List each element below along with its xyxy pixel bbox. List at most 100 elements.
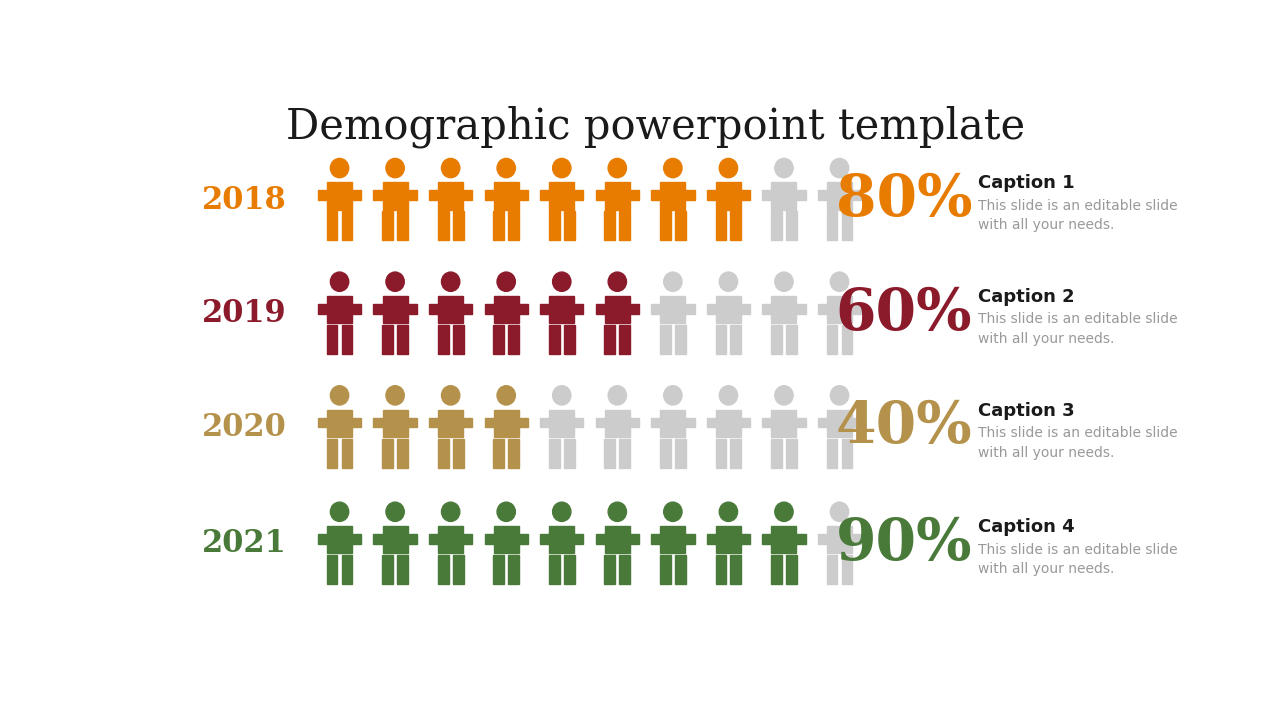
FancyBboxPatch shape (685, 304, 695, 314)
FancyBboxPatch shape (827, 325, 837, 354)
Ellipse shape (497, 272, 516, 292)
FancyBboxPatch shape (763, 190, 772, 200)
FancyBboxPatch shape (731, 555, 741, 584)
Ellipse shape (608, 158, 626, 178)
FancyBboxPatch shape (675, 211, 686, 240)
Ellipse shape (719, 158, 737, 178)
Text: Caption 4: Caption 4 (978, 518, 1075, 536)
FancyBboxPatch shape (383, 296, 407, 323)
FancyBboxPatch shape (328, 410, 352, 437)
FancyBboxPatch shape (549, 438, 559, 467)
FancyBboxPatch shape (485, 304, 494, 314)
FancyBboxPatch shape (786, 438, 797, 467)
FancyBboxPatch shape (549, 526, 575, 554)
FancyBboxPatch shape (604, 211, 616, 240)
Ellipse shape (387, 502, 404, 521)
FancyBboxPatch shape (771, 555, 782, 584)
FancyBboxPatch shape (453, 325, 463, 354)
FancyBboxPatch shape (685, 418, 695, 428)
FancyBboxPatch shape (438, 526, 463, 554)
FancyBboxPatch shape (716, 526, 741, 554)
FancyBboxPatch shape (564, 438, 575, 467)
FancyBboxPatch shape (493, 325, 504, 354)
FancyBboxPatch shape (772, 410, 796, 437)
FancyBboxPatch shape (438, 325, 448, 354)
FancyBboxPatch shape (549, 555, 559, 584)
Ellipse shape (330, 158, 348, 178)
FancyBboxPatch shape (741, 534, 750, 544)
Ellipse shape (553, 272, 571, 292)
FancyBboxPatch shape (429, 418, 438, 428)
Ellipse shape (387, 272, 404, 292)
FancyBboxPatch shape (771, 438, 782, 467)
Ellipse shape (330, 272, 348, 292)
FancyBboxPatch shape (796, 534, 805, 544)
FancyBboxPatch shape (549, 296, 575, 323)
FancyBboxPatch shape (540, 418, 549, 428)
FancyBboxPatch shape (328, 526, 352, 554)
FancyBboxPatch shape (438, 555, 448, 584)
FancyBboxPatch shape (575, 304, 584, 314)
FancyBboxPatch shape (508, 555, 520, 584)
FancyBboxPatch shape (818, 534, 827, 544)
FancyBboxPatch shape (818, 304, 827, 314)
FancyBboxPatch shape (438, 410, 463, 437)
FancyBboxPatch shape (827, 296, 852, 323)
FancyBboxPatch shape (630, 304, 639, 314)
FancyBboxPatch shape (716, 555, 726, 584)
FancyBboxPatch shape (518, 534, 527, 544)
Ellipse shape (608, 502, 626, 521)
FancyBboxPatch shape (716, 296, 741, 323)
FancyBboxPatch shape (407, 190, 417, 200)
FancyBboxPatch shape (383, 438, 393, 467)
Text: This slide is an editable slide
with all your needs.: This slide is an editable slide with all… (978, 312, 1178, 346)
FancyBboxPatch shape (605, 296, 630, 323)
FancyBboxPatch shape (352, 534, 361, 544)
Text: 90%: 90% (836, 516, 973, 572)
FancyBboxPatch shape (716, 410, 741, 437)
FancyBboxPatch shape (494, 526, 518, 554)
FancyBboxPatch shape (383, 555, 393, 584)
FancyBboxPatch shape (397, 211, 408, 240)
FancyBboxPatch shape (326, 555, 338, 584)
Ellipse shape (719, 272, 737, 292)
Text: This slide is an editable slide
with all your needs.: This slide is an editable slide with all… (978, 199, 1178, 233)
FancyBboxPatch shape (731, 325, 741, 354)
FancyBboxPatch shape (540, 190, 549, 200)
FancyBboxPatch shape (818, 190, 827, 200)
FancyBboxPatch shape (786, 211, 797, 240)
FancyBboxPatch shape (549, 410, 575, 437)
Ellipse shape (664, 386, 682, 405)
FancyBboxPatch shape (685, 534, 695, 544)
FancyBboxPatch shape (685, 190, 695, 200)
Ellipse shape (774, 502, 794, 521)
FancyBboxPatch shape (342, 325, 352, 354)
FancyBboxPatch shape (352, 304, 361, 314)
FancyBboxPatch shape (796, 418, 805, 428)
FancyBboxPatch shape (493, 211, 504, 240)
FancyBboxPatch shape (771, 211, 782, 240)
FancyBboxPatch shape (564, 211, 575, 240)
FancyBboxPatch shape (660, 325, 671, 354)
FancyBboxPatch shape (716, 182, 741, 210)
FancyBboxPatch shape (771, 325, 782, 354)
FancyBboxPatch shape (605, 182, 630, 210)
FancyBboxPatch shape (549, 325, 559, 354)
FancyBboxPatch shape (842, 438, 852, 467)
Ellipse shape (442, 502, 460, 521)
FancyBboxPatch shape (383, 182, 407, 210)
FancyBboxPatch shape (852, 190, 861, 200)
FancyBboxPatch shape (575, 418, 584, 428)
Text: Caption 1: Caption 1 (978, 174, 1075, 192)
FancyBboxPatch shape (575, 190, 584, 200)
FancyBboxPatch shape (429, 534, 438, 544)
FancyBboxPatch shape (494, 182, 518, 210)
FancyBboxPatch shape (595, 304, 605, 314)
FancyBboxPatch shape (342, 438, 352, 467)
FancyBboxPatch shape (595, 190, 605, 200)
FancyBboxPatch shape (660, 211, 671, 240)
FancyBboxPatch shape (317, 190, 328, 200)
Text: Caption 3: Caption 3 (978, 402, 1075, 420)
FancyBboxPatch shape (707, 190, 716, 200)
FancyBboxPatch shape (342, 555, 352, 584)
